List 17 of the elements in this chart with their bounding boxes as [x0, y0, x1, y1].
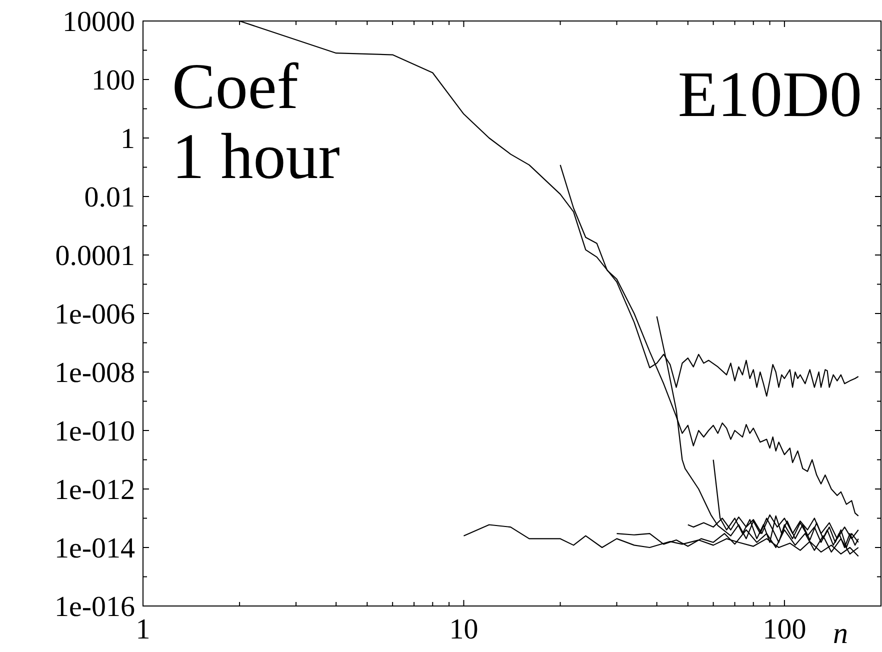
y-tick-label: 10000 — [62, 6, 135, 38]
y-tick-label: 100 — [92, 64, 135, 97]
y-tick-label: 1e-012 — [54, 474, 135, 506]
x-tick-label: 100 — [762, 614, 806, 646]
annotation: 1 hour — [172, 121, 340, 193]
y-tick-label: 0.0001 — [55, 240, 135, 272]
x-axis-title: n — [833, 617, 848, 650]
x-tick-label: 10 — [449, 614, 478, 646]
y-tick-label: 1e-010 — [54, 416, 135, 448]
annotation: Coef — [172, 51, 299, 123]
y-tick-label: 0.01 — [84, 182, 135, 214]
y-tick-label: 1e-014 — [54, 532, 136, 565]
y-tick-label: 1 — [120, 123, 135, 156]
y-tick-label: 1e-016 — [54, 591, 135, 624]
y-tick-label: 1e-006 — [54, 298, 135, 331]
annotation: E10D0 — [678, 59, 862, 131]
y-tick-label: 1e-008 — [54, 357, 135, 390]
